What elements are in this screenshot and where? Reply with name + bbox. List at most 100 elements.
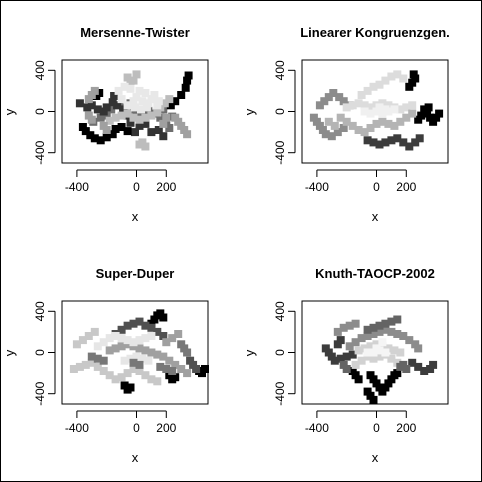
data-point bbox=[378, 99, 387, 108]
data-point bbox=[159, 313, 168, 322]
data-point bbox=[142, 103, 151, 112]
data-point bbox=[93, 105, 102, 114]
data-point bbox=[138, 109, 147, 118]
data-point bbox=[135, 317, 144, 326]
data-point bbox=[162, 365, 171, 373]
x-axis-label: x bbox=[132, 450, 139, 465]
data-point bbox=[147, 111, 156, 120]
data-point bbox=[378, 117, 387, 126]
data-point bbox=[363, 387, 372, 396]
data-point bbox=[384, 379, 393, 388]
x-tick-label: -400 bbox=[65, 180, 89, 194]
data-point bbox=[321, 130, 330, 139]
data-point bbox=[339, 360, 348, 369]
x-axis-label: x bbox=[132, 209, 139, 224]
data-point bbox=[366, 371, 375, 380]
data-point bbox=[129, 319, 138, 328]
data-point bbox=[192, 365, 201, 373]
data-point bbox=[402, 365, 411, 373]
data-point bbox=[411, 138, 420, 147]
data-point bbox=[99, 121, 108, 130]
data-point bbox=[408, 78, 417, 87]
data-point bbox=[330, 121, 339, 130]
data-point bbox=[384, 344, 393, 353]
x-axis-label: x bbox=[372, 450, 379, 465]
data-point bbox=[363, 86, 372, 95]
data-point bbox=[107, 105, 116, 114]
data-point bbox=[408, 109, 417, 118]
data-point bbox=[162, 338, 171, 347]
data-point bbox=[129, 342, 138, 351]
data-point bbox=[186, 356, 195, 365]
data-point bbox=[147, 332, 156, 340]
data-point bbox=[84, 332, 93, 340]
data-point bbox=[105, 371, 114, 380]
data-point bbox=[99, 107, 108, 116]
data-point bbox=[126, 354, 135, 363]
panel: -400 0 200 -400 0 400 Linearer Kongruenzgen.… bbox=[242, 25, 450, 224]
plot-frame bbox=[301, 300, 449, 405]
data-point bbox=[399, 74, 408, 83]
data-point bbox=[369, 375, 378, 384]
data-point bbox=[154, 126, 163, 134]
data-point bbox=[110, 92, 119, 100]
data-point bbox=[372, 344, 381, 353]
data-point bbox=[393, 369, 402, 378]
data-point bbox=[83, 103, 92, 112]
data-point bbox=[333, 340, 342, 349]
chart-title: Mersenne-Twister bbox=[80, 25, 190, 40]
data-point bbox=[123, 336, 132, 345]
data-point bbox=[429, 117, 438, 126]
data-point bbox=[111, 375, 120, 384]
plot-frame bbox=[301, 59, 449, 164]
data-point bbox=[165, 371, 174, 380]
data-point bbox=[114, 86, 123, 95]
y-tick-label: -400 bbox=[273, 140, 287, 164]
data-point bbox=[156, 362, 165, 371]
data-point bbox=[147, 95, 156, 104]
data-point bbox=[72, 340, 81, 349]
data-point bbox=[318, 126, 327, 134]
data-layer bbox=[69, 309, 209, 394]
data-point bbox=[417, 111, 426, 120]
data-point bbox=[135, 336, 144, 345]
data-point bbox=[420, 367, 429, 375]
data-point bbox=[435, 109, 444, 118]
data-point bbox=[129, 97, 138, 106]
data-point bbox=[183, 130, 192, 139]
data-point bbox=[99, 367, 108, 375]
data-point bbox=[156, 309, 165, 318]
data-point bbox=[144, 99, 153, 108]
data-point bbox=[345, 321, 354, 330]
y-tick-label: -400 bbox=[273, 381, 287, 405]
data-point bbox=[123, 73, 132, 82]
data-point bbox=[171, 360, 180, 369]
data-point bbox=[327, 132, 336, 141]
data-point bbox=[369, 323, 378, 332]
data-point bbox=[333, 327, 342, 336]
data-point bbox=[390, 346, 399, 355]
data-point bbox=[129, 76, 138, 85]
x-tick-label: 200 bbox=[396, 421, 416, 435]
data-point bbox=[87, 101, 96, 110]
data-point bbox=[360, 344, 369, 353]
data-point bbox=[399, 332, 408, 340]
data-point bbox=[405, 336, 414, 345]
data-point bbox=[137, 105, 145, 114]
data-point bbox=[162, 113, 171, 122]
panel: -400 0 200 -400 0 400 Mersenne-Twister x y bbox=[2, 25, 209, 224]
data-point bbox=[108, 98, 117, 107]
data-point bbox=[366, 109, 375, 118]
y-axis-label: y bbox=[2, 349, 17, 356]
data-point bbox=[333, 128, 342, 137]
data-point bbox=[111, 125, 120, 133]
data-point bbox=[351, 360, 360, 369]
data-point bbox=[414, 344, 423, 353]
data-point bbox=[324, 117, 333, 126]
data-point bbox=[411, 74, 420, 83]
data-point bbox=[147, 375, 156, 384]
data-point bbox=[93, 354, 102, 363]
data-point bbox=[87, 115, 96, 124]
data-point bbox=[369, 354, 378, 363]
data-point bbox=[150, 91, 159, 99]
